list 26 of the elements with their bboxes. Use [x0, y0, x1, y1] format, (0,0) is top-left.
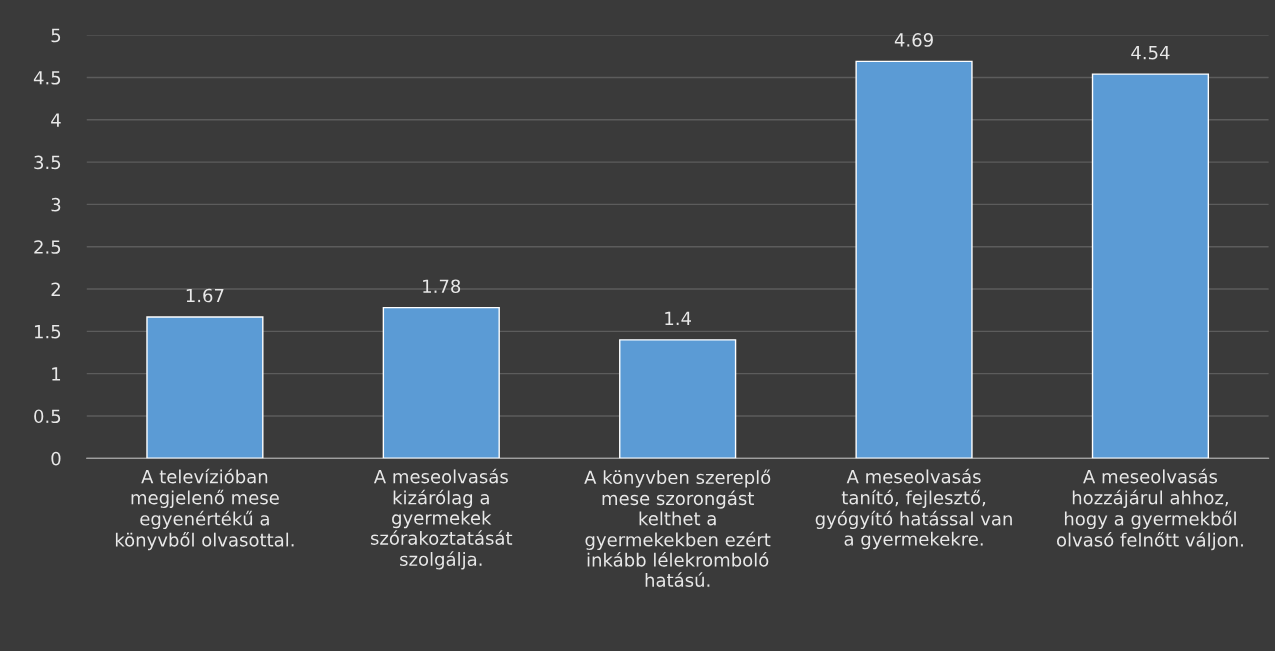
- data-label: 1.78: [423, 279, 461, 294]
- data-label: 1.67: [186, 288, 224, 303]
- y-tick-label: 1: [52, 367, 61, 381]
- y-tick-label: 3.5: [34, 155, 61, 170]
- y-tick-label: 3: [51, 197, 61, 212]
- bar: [855, 60, 973, 459]
- y-tick-label: 1.5: [34, 325, 61, 339]
- bar: [146, 316, 264, 459]
- y-tick-label: 4: [51, 113, 61, 127]
- y-tick-label: 0.5: [34, 409, 61, 424]
- x-tick-label: A meseolvasás tanító, fejlesztő, gyógyító hatással van a gyermekekre.: [815, 468, 1012, 550]
- bar: [1091, 73, 1210, 459]
- bar: [619, 339, 737, 459]
- x-tick-label: A könyvben szereplő mese szorongást kelthet a gyermekekben ezért inkább lélekromboló hatású.: [584, 469, 771, 587]
- data-label: 4.69: [894, 33, 933, 47]
- x-tick-label: A televízióban megjelenő mese egyenértékű a könyvből olvasottal.: [115, 468, 294, 551]
- data-label: 1.4: [665, 311, 692, 325]
- y-tick-label: 0: [51, 451, 61, 466]
- bar: [382, 306, 500, 459]
- y-tick-label: 2.5: [34, 240, 61, 254]
- x-tick-label: A meseolvasás hozzájárul ahhoz, hogy a gyermekből olvasó felnőtt váljon.: [1056, 468, 1243, 551]
- y-tick-label: 5: [51, 28, 61, 43]
- y-tick-label: 4.5: [33, 71, 61, 85]
- x-tick-label: A meseolvasás kizárólag a gyermekek szórakoztatását szolgálja.: [370, 468, 513, 570]
- y-tick-label: 2: [51, 282, 60, 296]
- data-label: 4.54: [1131, 46, 1170, 60]
